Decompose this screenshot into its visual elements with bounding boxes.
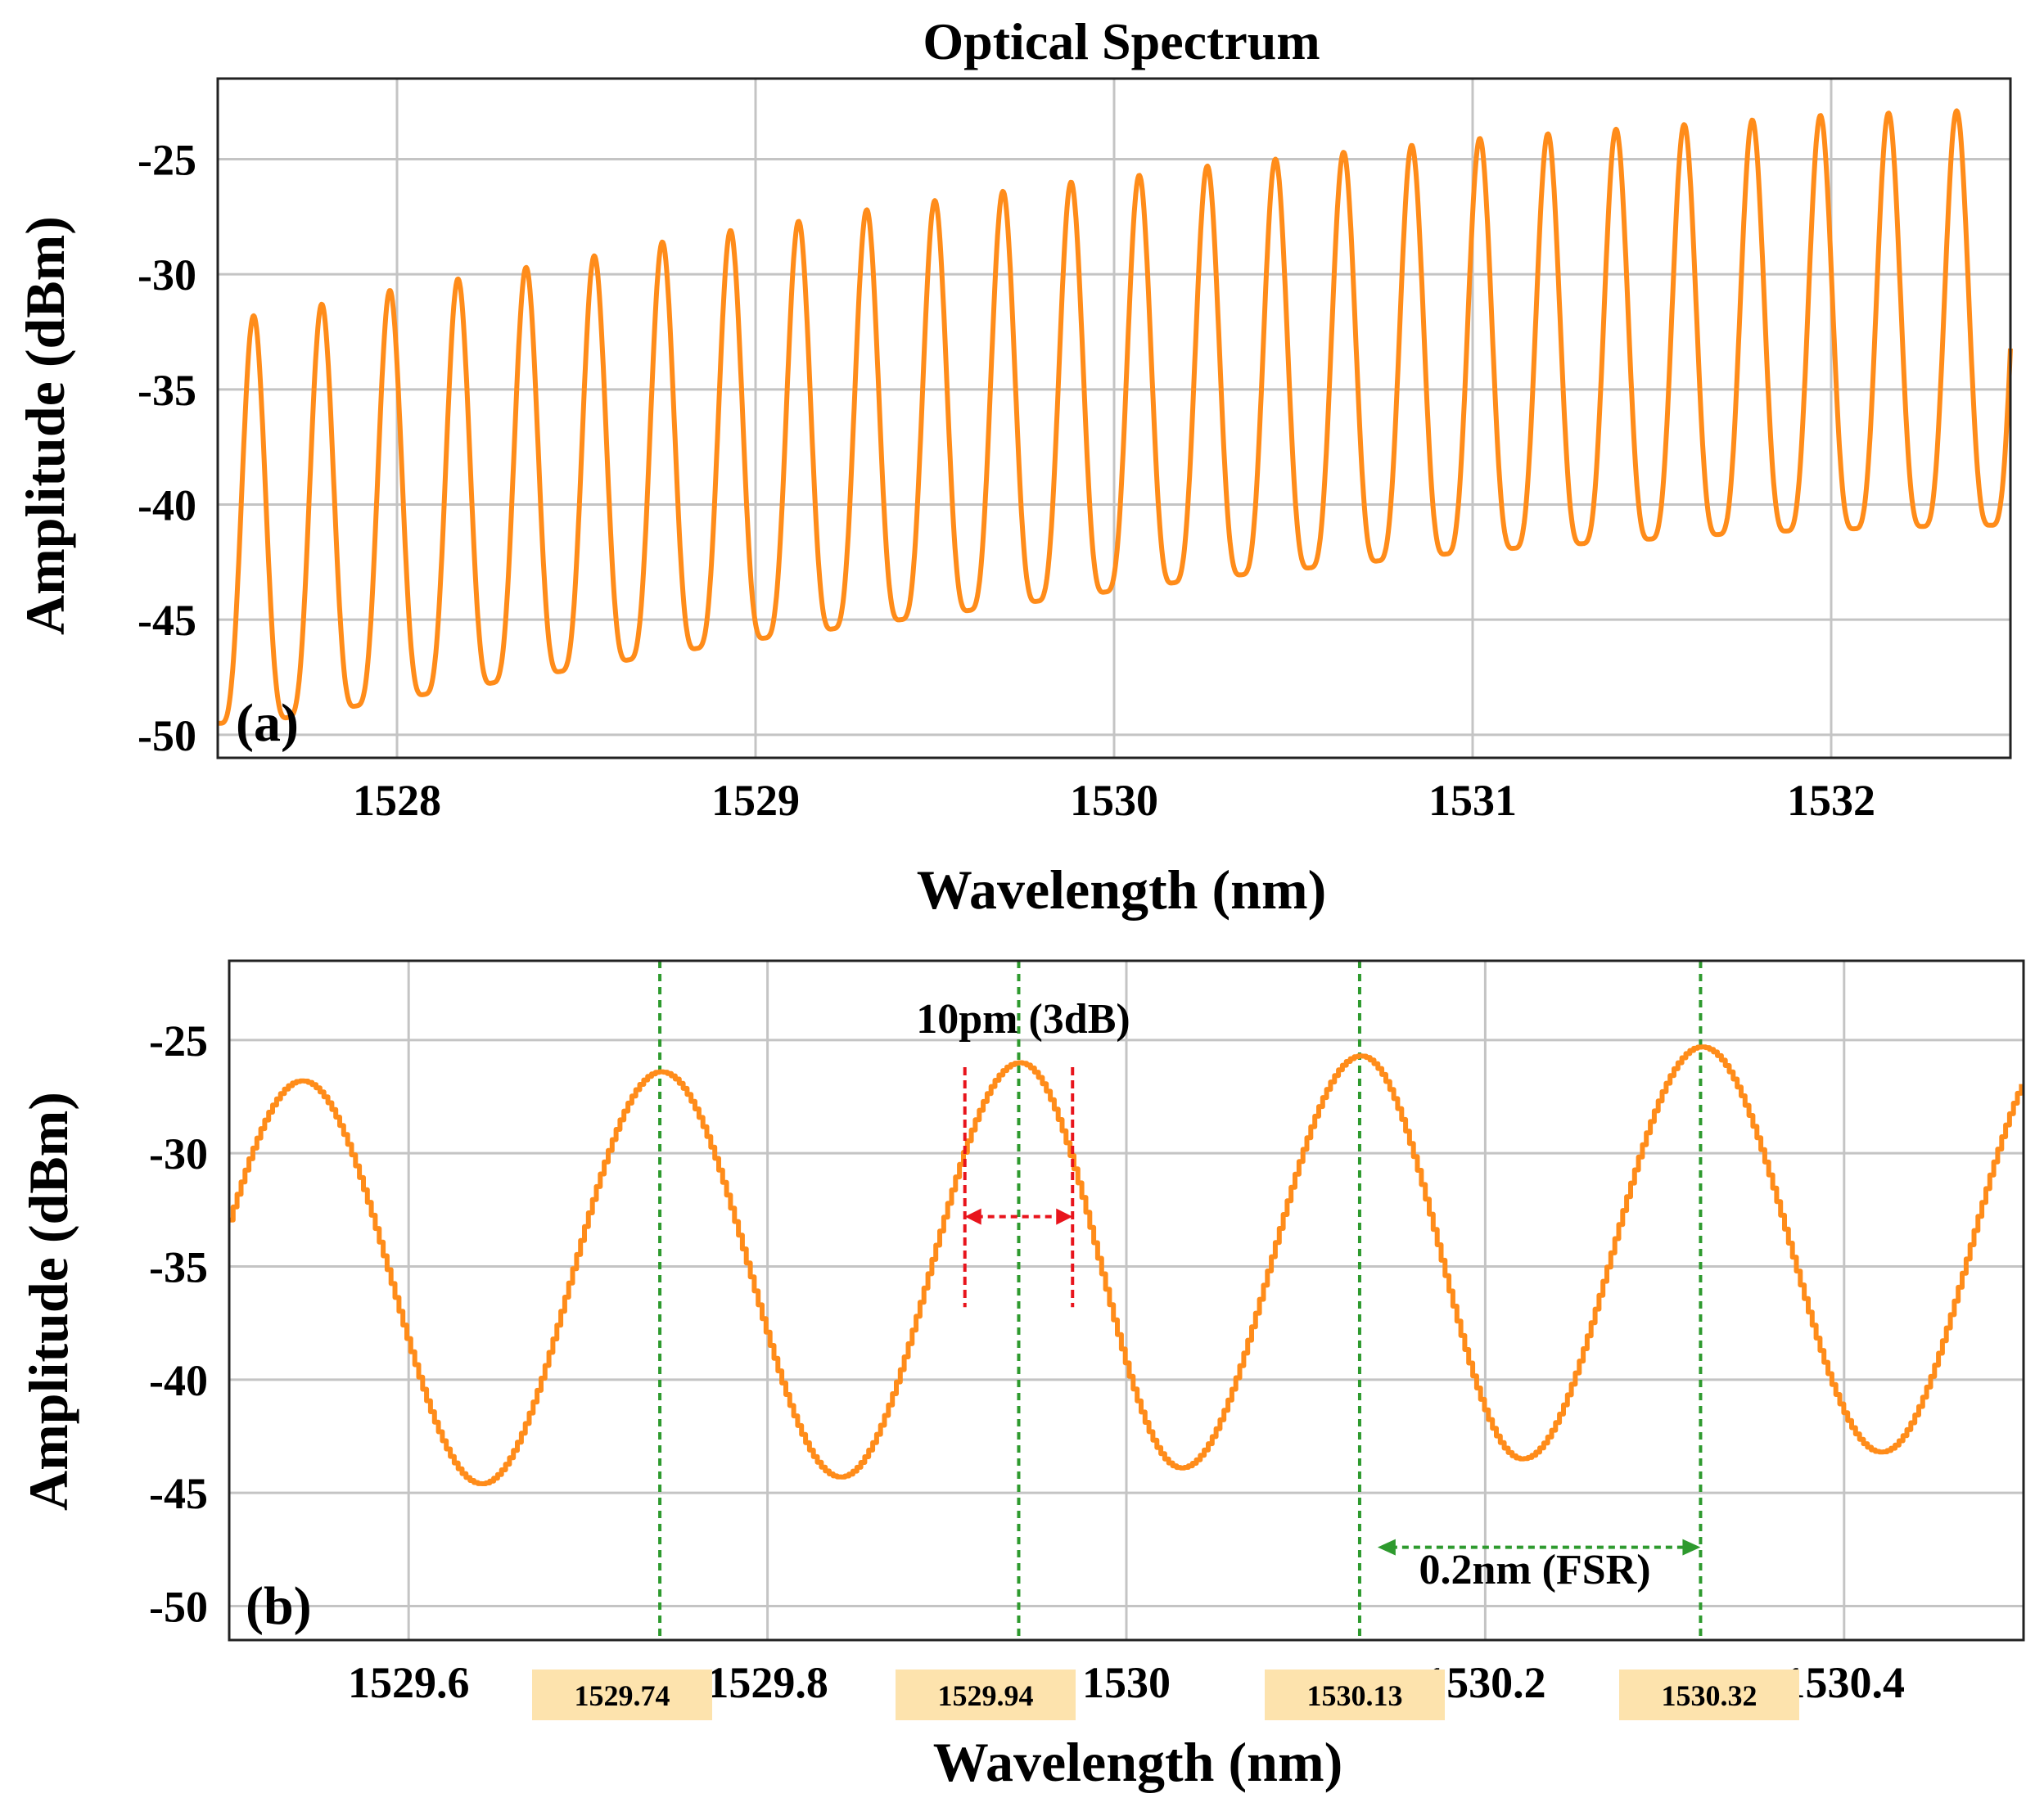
peak-label-bg — [1265, 1670, 1445, 1720]
chart-b-xtick-label: 1529.6 — [348, 1658, 470, 1707]
chart-b-xtick-label: 1530 — [1082, 1658, 1171, 1707]
peak-label-bg — [1619, 1670, 1799, 1720]
chart-a-panel-label: (a) — [236, 693, 299, 753]
chart-b-panel-label: (b) — [246, 1576, 312, 1636]
chart-a-xtick-label: 1529 — [711, 776, 800, 825]
fsr-arrowhead — [1377, 1539, 1396, 1556]
chart-a-ytick-label: -50 — [138, 711, 196, 760]
bandwidth-arrowhead — [1056, 1208, 1073, 1225]
chart-a-grid — [218, 79, 2010, 758]
chart-b-peak-markers — [654, 961, 1707, 1640]
chart-a-xtick-label: 1528 — [353, 776, 441, 825]
chart-b-xtick-label: 1530.4 — [1784, 1658, 1906, 1707]
chart-b-xlabel: Wavelength (nm) — [933, 1731, 1343, 1793]
chart-b-fsr-label: 0.2nm (FSR) — [1419, 1547, 1650, 1593]
chart-a-xticks: 1528 1529 1530 1531 1532 — [353, 776, 1875, 825]
peak-label-bg — [532, 1670, 712, 1720]
chart-b-peak-labels: 1529.74 1529.94 1530.13 1530.32 — [532, 1670, 1799, 1720]
bandwidth-arrowhead — [964, 1208, 981, 1225]
chart-a: Optical Spectrum 1528 1529 1530 1531 153… — [14, 12, 2013, 921]
chart-a-title: Optical Spectrum — [923, 12, 1320, 70]
chart-a-xtick-label: 1532 — [1787, 776, 1875, 825]
chart-a-xlabel: Wavelength (nm) — [917, 858, 1327, 921]
chart-a-xtick-label: 1530 — [1070, 776, 1158, 825]
chart-a-ytick-label: -25 — [138, 135, 196, 184]
chart-a-yticks: -25 -30 -35 -40 -45 -50 — [138, 135, 196, 759]
chart-b-ytick-label: -40 — [149, 1356, 208, 1405]
peak-label: 1529.74 — [532, 1670, 712, 1720]
peak-label-text: 1529.74 — [575, 1679, 670, 1712]
chart-b-yticks: -25 -30 -35 -40 -45 -50 — [149, 1016, 208, 1632]
chart-b-ytick-label: -50 — [149, 1583, 208, 1632]
chart-a-plot-frame — [216, 77, 2012, 759]
chart-b-ytick-label: -45 — [149, 1469, 208, 1518]
chart-b-bandwidth-label: 10pm (3dB) — [916, 996, 1130, 1043]
chart-a-ytick-label: -40 — [138, 481, 196, 530]
chart-b-fsr-marker — [1377, 1539, 1701, 1556]
chart-b-xtick-label: 1529.8 — [706, 1658, 828, 1707]
chart-b-series-line — [229, 1044, 2024, 1486]
peak-label-text: 1530.13 — [1307, 1679, 1403, 1712]
chart-b-grid — [229, 961, 2024, 1640]
peak-label-bg — [896, 1670, 1076, 1720]
peak-label-text: 1529.94 — [938, 1679, 1034, 1712]
peak-label: 1529.94 — [896, 1670, 1076, 1720]
chart-a-ylabel: Amplitude (dBm) — [14, 216, 76, 635]
chart-a-xtick-label: 1531 — [1428, 776, 1517, 825]
peak-label: 1530.13 — [1265, 1670, 1445, 1720]
chart-a-ytick-label: -45 — [138, 596, 196, 645]
chart-b-bandwidth-marker — [959, 1067, 1079, 1308]
fsr-arrowhead — [1682, 1539, 1701, 1556]
chart-b-plot-frame — [228, 959, 2025, 1642]
chart-b-ylabel: Amplitude (dBm) — [17, 1092, 79, 1511]
chart-b-ytick-label: -25 — [149, 1016, 208, 1066]
chart-b: 1529.6 1529.8 1530 1530.2 1530.4 -25 -30… — [17, 959, 2025, 1793]
chart-a-series-line — [215, 108, 2013, 726]
chart-b-ytick-label: -35 — [149, 1243, 208, 1292]
peak-label: 1530.32 — [1619, 1670, 1799, 1720]
chart-a-ytick-label: -30 — [138, 250, 196, 300]
chart-b-ytick-label: -30 — [149, 1129, 208, 1178]
chart-a-ytick-label: -35 — [138, 366, 196, 415]
peak-label-text: 1530.32 — [1662, 1679, 1757, 1712]
